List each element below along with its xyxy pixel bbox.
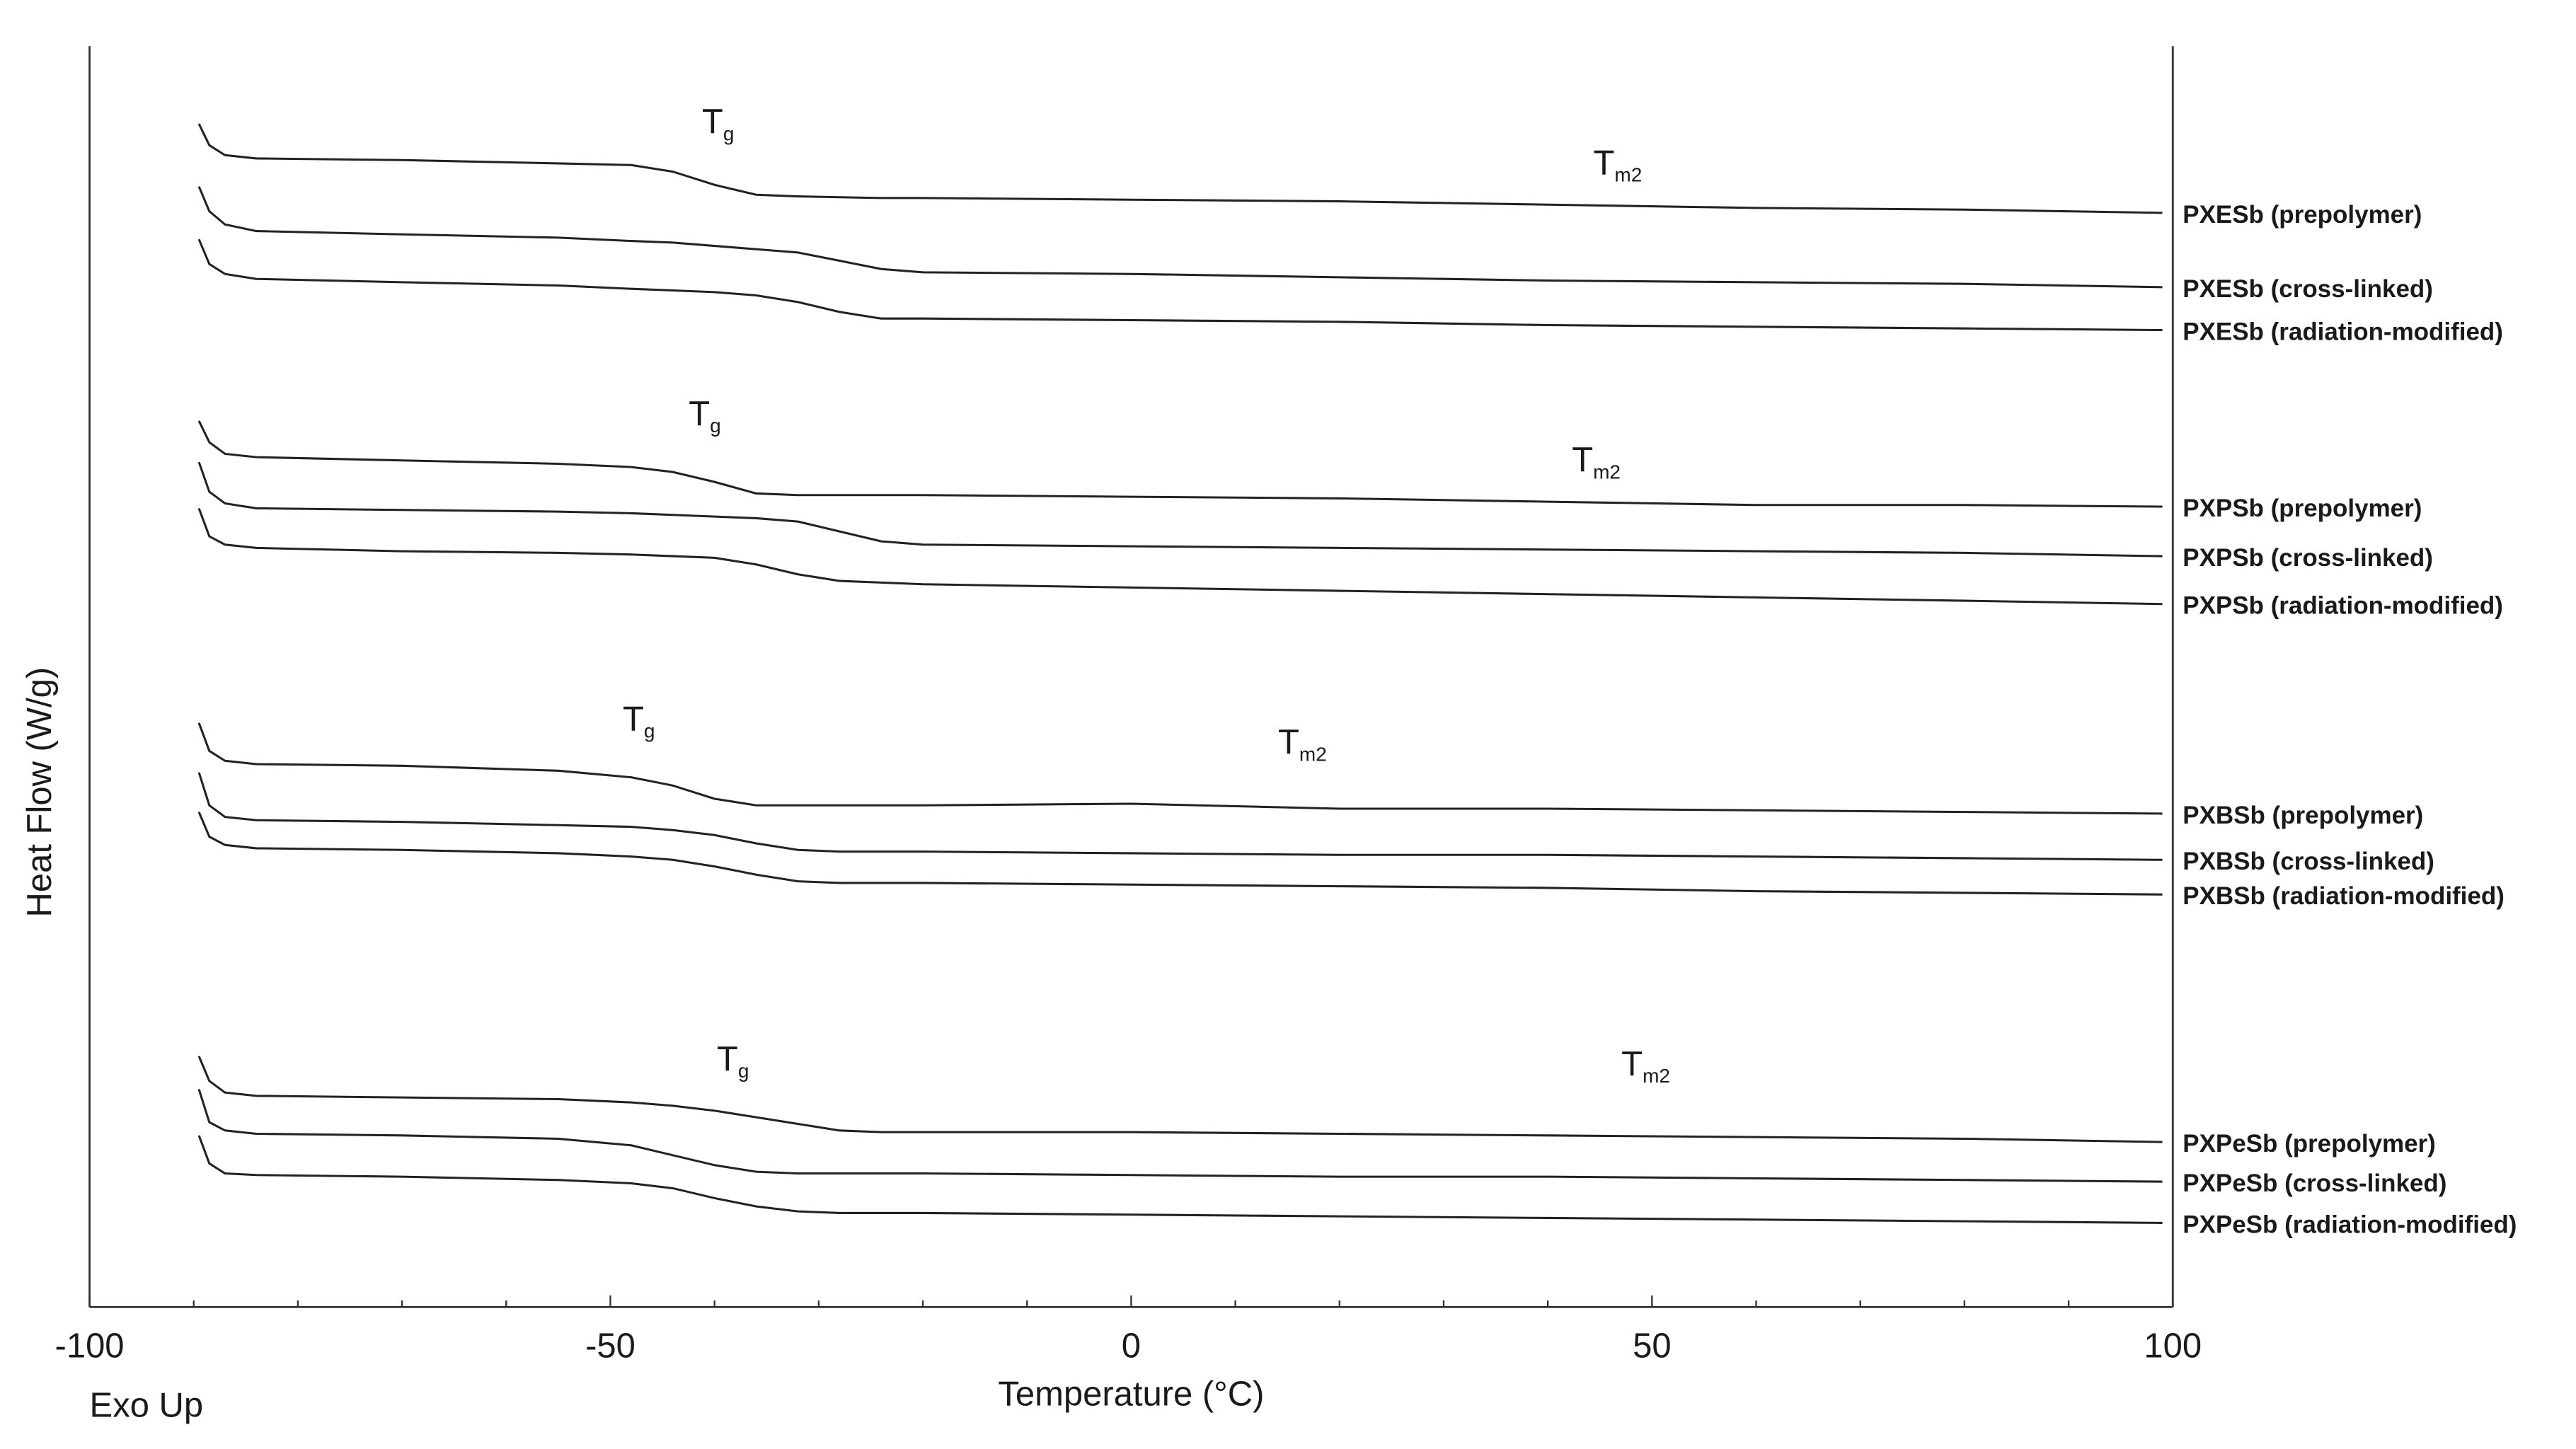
curve [197,1056,2163,1143]
series-label: PXPeSb (radiation-modified) [2183,1211,2517,1238]
annotation-sub: m2 [1299,744,1327,766]
annotation: Tm2 [1278,723,1327,766]
curve [197,238,2163,332]
annotation-main: T [717,1040,738,1078]
series-label: PXESb (radiation-modified) [2183,318,2503,345]
annotation-sub: m2 [1593,461,1621,483]
curve [197,123,2163,214]
annotation: Tm2 [1594,144,1643,186]
series-label: PXESb (prepolymer) [2183,201,2422,229]
annotation-main: T [689,395,710,433]
annotation-main: T [702,103,723,141]
curve [197,420,2163,508]
x-tick-label: 100 [2144,1327,2202,1366]
series-label: PXPeSb (cross-linked) [2183,1170,2446,1197]
series-label: PXESb (cross-linked) [2183,275,2433,303]
curve [197,507,2163,606]
annotation-main: T [1621,1045,1643,1083]
annotation-sub: m2 [1643,1066,1670,1087]
series-label: PXBSb (cross-linked) [2183,848,2434,875]
y-axis-title: Heat Flow (W/g) [21,667,59,918]
annotation-sub: g [710,415,721,437]
x-tick-label: 0 [1122,1327,1141,1366]
annotation-main: T [1594,144,1615,182]
curve [197,185,2163,289]
annotation-sub: g [723,123,735,145]
annotation: Tg [689,395,720,437]
curve [197,772,2163,861]
series-label: PXPSb (radiation-modified) [2183,592,2503,620]
annotation: Tm2 [1621,1045,1670,1087]
exo-note: Exo Up [90,1387,204,1425]
series-label: PXPeSb (prepolymer) [2183,1130,2436,1158]
x-tick-label: -100 [55,1327,125,1366]
annotation-main: T [623,700,644,738]
x-axis-title: Temperature (°C) [998,1375,1264,1413]
annotation: Tg [717,1040,749,1083]
annotation: Tg [702,103,735,145]
annotation-main: T [1278,723,1299,761]
series-label: PXPSb (prepolymer) [2183,495,2422,522]
annotation-sub: m2 [1614,164,1642,186]
curve [197,812,2163,896]
curve [197,722,2163,815]
curve [197,1135,2163,1224]
curve [197,1089,2163,1183]
x-tick-label: -50 [585,1327,636,1366]
annotation-sub: g [644,720,655,742]
annotation-main: T [1572,441,1593,479]
annotation: Tg [623,700,655,742]
series-label: PXBSb (radiation-modified) [2183,882,2505,910]
annotation: Tm2 [1572,441,1621,483]
series-label: PXBSb (prepolymer) [2183,802,2423,829]
x-tick-label: 50 [1633,1327,1671,1366]
curve [197,461,2163,558]
annotation-sub: g [738,1061,749,1083]
series-label: PXPSb (cross-linked) [2183,544,2433,572]
